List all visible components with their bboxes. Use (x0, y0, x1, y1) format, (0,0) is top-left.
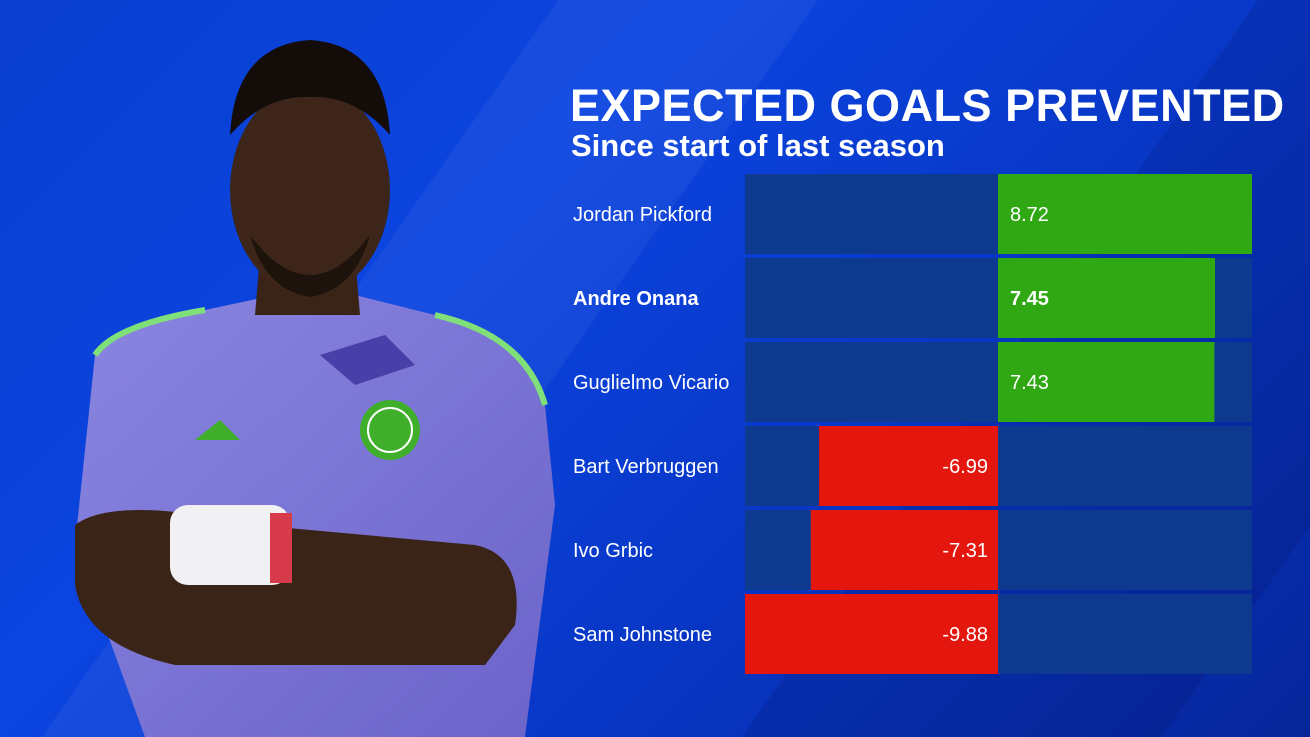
bar (745, 594, 998, 674)
bar (819, 426, 998, 506)
data-label: 7.45 (1010, 288, 1049, 310)
category-label: Bart Verbruggen (573, 456, 719, 478)
data-label: -9.88 (942, 624, 988, 646)
bar (998, 258, 1216, 338)
bar (810, 510, 998, 590)
chart-title: EXPECTED GOALS PREVENTED (570, 80, 1285, 131)
category-label: Jordan Pickford (573, 204, 712, 226)
data-label: 7.43 (1010, 372, 1049, 394)
data-label: -7.31 (942, 540, 988, 562)
data-label: 8.72 (1010, 204, 1049, 226)
category-label: Ivo Grbic (573, 540, 653, 562)
player-photo (75, 40, 555, 737)
bar (998, 342, 1215, 422)
category-label: Guglielmo Vicario (573, 372, 729, 394)
bar (998, 174, 1252, 254)
category-label: Sam Johnstone (573, 624, 712, 646)
data-label: -6.99 (942, 456, 988, 478)
category-label: Andre Onana (573, 288, 699, 310)
chart-subtitle: Since start of last season (571, 128, 945, 163)
